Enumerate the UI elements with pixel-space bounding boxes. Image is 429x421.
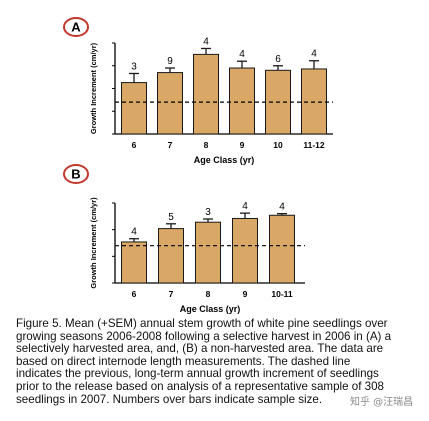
x-axis-label: Age Class (yr) xyxy=(180,304,241,314)
x-tick-label: 7 xyxy=(169,289,174,299)
caption-line: selectively harvested area, and, (B) a n… xyxy=(16,342,384,356)
x-tick-label: 11-12 xyxy=(303,140,325,150)
x-axis-label: Age Class (yr) xyxy=(194,155,255,165)
caption-line: seedlings in 2007. Numbers over bars ind… xyxy=(16,392,323,406)
panel-b-chart: B Growth Increment (cm/yr) 4 6 5 7 3 8 4 9 4 10-11 A… xyxy=(63,164,305,314)
sample-size-label: 5 xyxy=(168,212,174,223)
x-tick-label: 10 xyxy=(273,140,283,150)
figure-caption: Figure 5. Mean (+SEM) annual stem growth… xyxy=(16,317,416,406)
sample-size-label: 4 xyxy=(203,36,209,47)
bar xyxy=(195,221,221,284)
caption-line: based on direct internode length measure… xyxy=(16,354,351,368)
panel-badge-label: B xyxy=(71,167,80,182)
bar xyxy=(301,68,327,135)
x-tick-label: 8 xyxy=(204,140,209,150)
sample-size-label: 6 xyxy=(275,54,281,65)
bar xyxy=(121,241,147,284)
sample-size-label: 4 xyxy=(239,49,245,60)
x-tick-label: 6 xyxy=(132,140,137,150)
bar xyxy=(269,214,295,284)
bar xyxy=(229,67,255,135)
caption-line: indicates the previous, long-term annual… xyxy=(16,367,379,381)
sample-size-label: 3 xyxy=(205,207,211,218)
y-axis-label: Growth Increment (cm/yr) xyxy=(89,42,98,134)
x-tick-label: 10-11 xyxy=(271,289,293,299)
panel-badge-circle xyxy=(63,17,89,37)
caption-line: growing seasons 2006-2008 following a se… xyxy=(16,329,392,343)
x-tick-label: 8 xyxy=(206,289,211,299)
y-axis-label: Growth Increment (cm/yr) xyxy=(89,197,98,289)
sample-size-label: 4 xyxy=(311,49,317,60)
panel-badge-label: A xyxy=(71,20,81,35)
bar xyxy=(232,217,258,284)
panel-a-chart: A Growth Increment (cm/yr) 3 6 9 7 4 8 4 9 6 10 4 11-… xyxy=(63,17,333,165)
x-tick-label: 7 xyxy=(168,140,173,150)
watermark: 知乎 @汪瑞昌 xyxy=(350,397,414,408)
panel-badge-circle xyxy=(63,164,89,184)
x-tick-label: 6 xyxy=(132,289,137,299)
bar xyxy=(157,72,183,135)
bar xyxy=(121,82,147,135)
caption-line: prior to the release based on analysis o… xyxy=(16,379,384,393)
sample-size-label: 3 xyxy=(131,61,137,72)
sample-size-label: 4 xyxy=(131,227,137,238)
bar xyxy=(193,53,219,135)
x-tick-label: 9 xyxy=(243,289,248,299)
sample-size-label: 9 xyxy=(167,56,173,67)
bar xyxy=(158,228,184,284)
x-tick-label: 9 xyxy=(240,140,245,150)
caption-line: Figure 5. Mean (+SEM) annual stem growth… xyxy=(16,317,388,330)
sample-size-label: 4 xyxy=(279,202,285,213)
sample-size-label: 4 xyxy=(242,201,248,212)
